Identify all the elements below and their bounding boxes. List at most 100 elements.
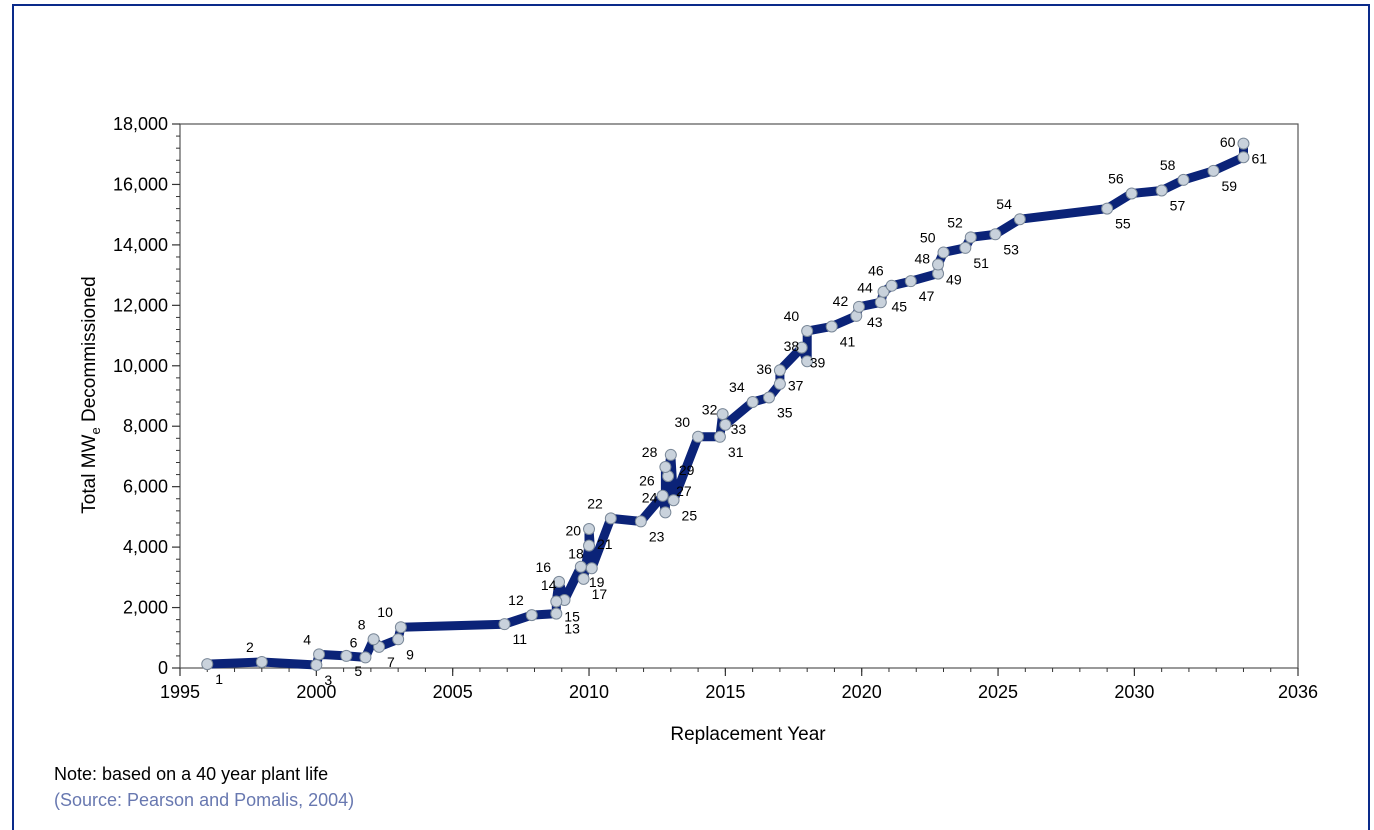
data-point [659,461,672,474]
data-point-label: 21 [597,536,613,552]
x-tick-label: 2020 [842,682,882,702]
x-tick-label: 2000 [296,682,336,702]
x-tick-label: 2036 [1278,682,1318,702]
data-point [550,607,563,620]
data-point-label: 16 [535,559,551,575]
data-point-label: 2 [246,639,254,655]
data-point-label: 29 [679,462,695,478]
data-point [692,430,705,443]
data-point [255,655,268,668]
data-point [583,539,596,552]
data-point-label: 6 [350,634,358,650]
y-axis-title-prefix: Total MW [79,434,100,513]
chart-point-labels: 1234567891011121314151617181920212223242… [215,134,1267,688]
y-tick-label: 12,000 [113,295,168,315]
data-point [664,448,677,461]
data-point [367,633,380,646]
data-point [874,296,887,309]
data-point-label: 18 [568,545,584,561]
data-point [577,572,590,585]
data-point-label: 54 [996,196,1012,212]
data-point-label: 37 [788,377,804,393]
x-tick-label: 2030 [1114,682,1154,702]
data-point [713,430,726,443]
data-point [773,377,786,390]
data-point-label: 14 [541,577,557,593]
data-point [310,658,323,671]
data-point-label: 10 [377,604,393,620]
x-tick-label: 2010 [569,682,609,702]
data-point-label: 50 [920,229,936,245]
y-axis-title-subscript: e [88,427,103,434]
footnote: Note: based on a 40 year plant life [54,764,329,784]
data-point [746,396,759,409]
data-point-label: 48 [914,251,930,267]
data-point-label: 28 [642,444,658,460]
chart-series [201,137,1250,671]
data-point-label: 40 [784,308,800,324]
data-point-label: 35 [777,405,793,421]
data-point-label: 36 [756,361,772,377]
data-point-label: 41 [840,333,856,349]
data-point-label: 15 [564,609,580,625]
series-line [202,139,1248,670]
data-point-label: 45 [892,299,908,315]
data-point [553,575,566,588]
data-point [959,241,972,254]
data-point [574,560,587,573]
data-point-label: 46 [868,263,884,279]
data-point-label: 13 [564,621,580,637]
data-point [1177,173,1190,186]
y-tick-label: 10,000 [113,356,168,376]
data-point-label: 47 [919,288,935,304]
data-point-label: 12 [508,592,524,608]
data-point-label: 11 [512,631,527,647]
data-point [801,355,814,368]
data-point-label: 43 [867,314,883,330]
data-point [762,391,775,404]
data-point [937,246,950,259]
data-point-label: 5 [354,663,362,679]
data-point-label: 33 [731,421,747,437]
data-point [964,231,977,244]
data-point [550,595,563,608]
data-point [498,618,511,631]
data-point [825,320,838,333]
data-point-label: 52 [947,214,963,230]
data-point-label: 25 [682,507,698,523]
data-point-label: 53 [1003,241,1019,257]
data-point [852,300,865,313]
y-axis-title-suffix: Decommissioned [79,276,100,427]
data-point [634,515,647,528]
data-point [392,633,405,646]
data-point [340,649,353,662]
data-point-label: 24 [642,489,658,505]
y-tick-label: 6,000 [123,477,168,497]
y-tick-label: 16,000 [113,174,168,194]
y-tick-label: 14,000 [113,235,168,255]
data-point [585,562,598,575]
y-tick-label: 2,000 [123,598,168,618]
data-point [1125,187,1138,200]
data-point-label: 30 [675,414,691,430]
data-point-label: 59 [1221,178,1237,194]
data-point [877,285,890,298]
data-point [1013,213,1026,226]
data-point [885,279,898,292]
data-point [583,522,596,535]
data-point-label: 17 [592,586,608,602]
x-tick-label: 2025 [978,682,1018,702]
data-point-label: 4 [303,631,311,647]
data-point-label: 61 [1251,151,1267,167]
data-point [313,648,326,661]
x-tick-label: 2015 [705,682,745,702]
data-point-label: 8 [358,616,366,632]
chart-axes: 0 2,000 4,000 6,000 8,000 10,000 12,000 14,000 1… [113,114,1318,702]
y-tick-label: 8,000 [123,416,168,436]
data-point-label: 9 [406,646,414,662]
data-point-label: 26 [639,473,655,489]
data-point-label: 55 [1115,216,1131,232]
data-point-label: 1 [215,671,223,687]
data-point [201,658,214,671]
data-point [1101,202,1114,215]
